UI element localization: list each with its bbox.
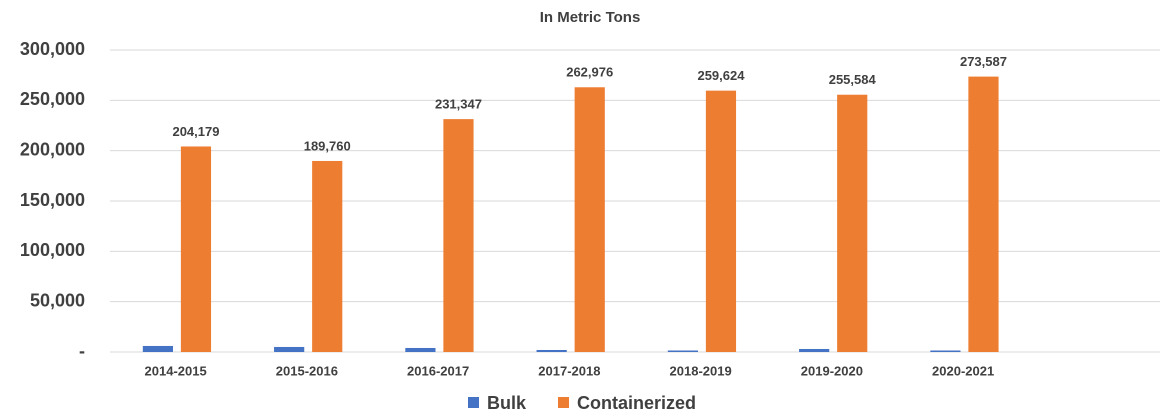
bar — [667, 350, 698, 352]
x-tick-label: 2014-2015 — [145, 363, 207, 378]
bar — [968, 76, 999, 353]
y-tick-label: 100,000 — [20, 240, 85, 260]
data-label: 273,587 — [960, 54, 1007, 69]
data-label: 231,347 — [435, 97, 482, 112]
chart-title: In Metric Tons — [540, 9, 641, 26]
y-tick-label: 300,000 — [20, 39, 85, 59]
legend-swatch — [468, 397, 479, 408]
bar — [930, 350, 961, 352]
bar — [837, 94, 868, 353]
y-tick-label: 50,000 — [30, 290, 85, 310]
x-tick-label: 2016-2017 — [407, 363, 469, 378]
y-tick-label: 150,000 — [20, 190, 85, 210]
bar — [180, 146, 212, 352]
bar — [443, 119, 474, 352]
x-tick-label: 2015-2016 — [276, 363, 338, 378]
legend-label: Bulk — [487, 393, 527, 413]
bar — [312, 160, 343, 352]
y-tick-label: 250,000 — [20, 89, 85, 109]
bar — [536, 349, 567, 352]
legend-swatch — [558, 397, 570, 408]
bar — [405, 347, 436, 352]
y-tick-label: - — [79, 341, 85, 361]
x-tick-label: 2018-2019 — [670, 363, 732, 378]
bar — [574, 87, 605, 353]
data-label: 259,624 — [697, 68, 745, 83]
x-tick-label: 2017-2018 — [538, 363, 600, 378]
bar — [142, 345, 173, 352]
y-tick-label: 200,000 — [20, 139, 85, 159]
data-label: 262,976 — [566, 65, 613, 80]
bar — [705, 90, 737, 352]
x-tick-label: 2020-2021 — [932, 363, 994, 378]
data-label: 189,760 — [304, 138, 351, 153]
x-tick-label: 2019-2020 — [801, 363, 863, 378]
bar — [799, 348, 830, 352]
bar — [274, 346, 305, 352]
data-label: 255,584 — [829, 72, 877, 87]
data-label: 204,179 — [172, 124, 219, 139]
legend-label: Containerized — [577, 393, 696, 413]
